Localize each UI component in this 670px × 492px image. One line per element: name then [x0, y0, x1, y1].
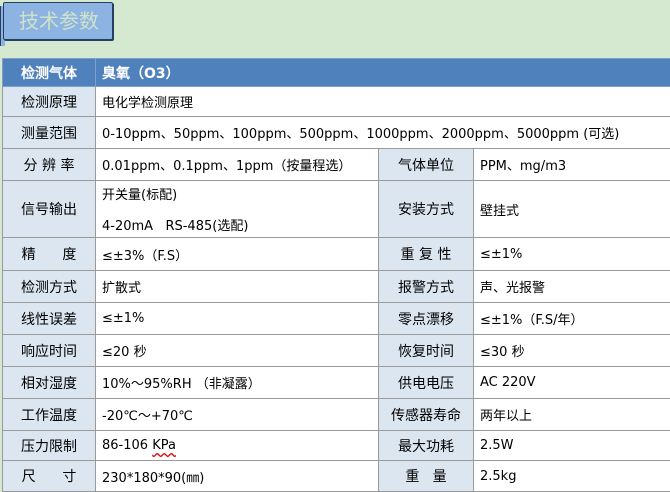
row-label: 分 辨 率: [3, 149, 96, 181]
row-value: 86-106 KPa: [96, 431, 379, 461]
header-value: 臭氧（O3）: [96, 59, 670, 87]
row-value-2: 壁挂式: [474, 181, 670, 238]
pressure-unit: KPa: [152, 438, 176, 453]
row-value: 0-10ppm、50ppm、100ppm、500ppm、1000ppm、2000…: [96, 117, 670, 149]
table-row: 压力限制 86-106 KPa 最大功耗 2.5W: [3, 431, 670, 461]
row-label-2: 安装方式: [379, 181, 474, 238]
row-label-2: 重 复 性: [379, 238, 474, 271]
row-label-2: 最大功耗: [379, 431, 474, 461]
row-label: 测量范围: [3, 117, 96, 149]
row-label: 精 度: [3, 238, 96, 271]
row-label: 响应时间: [3, 335, 96, 367]
row-value: 230*180*90(㎜): [96, 461, 379, 492]
row-value: 0.01ppm、0.1ppm、1ppm（按量程选）: [96, 149, 379, 181]
row-value: 开关量(标配) 4-20mA RS-485(选配): [96, 181, 379, 238]
signal-line-1: 开关量(标配): [102, 184, 378, 203]
row-label: 相对湿度: [3, 367, 96, 399]
row-value-2: AC 220V: [474, 367, 670, 399]
row-label: 线性误差: [3, 303, 96, 335]
table-row: 测量范围 0-10ppm、50ppm、100ppm、500ppm、1000ppm…: [3, 117, 670, 149]
table-row: 尺 寸 230*180*90(㎜) 重 量 2.5kg: [3, 461, 670, 492]
table-row: 工作温度 -20℃～+70℃ 传感器寿命 两年以上: [3, 399, 670, 431]
table-row: 线性误差 ≤±1% 零点漂移 ≤±1%（F.S/年）: [3, 303, 670, 335]
row-label: 工作温度: [3, 399, 96, 431]
section-banner: 技术参数: [3, 2, 113, 40]
signal-line-2: 4-20mA RS-485(选配): [102, 215, 378, 234]
row-label: 尺 寸: [3, 461, 96, 492]
row-label: 压力限制: [3, 431, 96, 461]
row-label: 检测方式: [3, 271, 96, 303]
row-label-2: 供电电压: [379, 367, 474, 399]
row-label-2: 气体单位: [379, 149, 474, 181]
row-label-2: 恢复时间: [379, 335, 474, 367]
row-value: -20℃～+70℃: [96, 399, 379, 431]
table-row: 分 辨 率 0.01ppm、0.1ppm、1ppm（按量程选） 气体单位 PPM…: [3, 149, 670, 181]
row-label-2: 零点漂移: [379, 303, 474, 335]
table-row: 信号输出 开关量(标配) 4-20mA RS-485(选配) 安装方式 壁挂式: [3, 181, 670, 238]
row-value: 10%～95%RH （非凝露）: [96, 367, 379, 399]
row-label-2: 重 量: [379, 461, 474, 492]
row-value: ≤20 秒: [96, 335, 379, 367]
row-value-2: 2.5W: [474, 431, 670, 461]
spec-table: 检测气体 臭氧（O3） 检测原理 电化学检测原理 测量范围 0-10ppm、50…: [2, 58, 670, 492]
row-value: ≤±3%（F.S）: [96, 238, 379, 271]
row-label-2: 传感器寿命: [379, 399, 474, 431]
table-header-row: 检测气体 臭氧（O3）: [3, 59, 670, 87]
row-value-2: 2.5kg: [474, 461, 670, 492]
pressure-range: 86-106: [102, 438, 152, 453]
row-value: 电化学检测原理: [96, 87, 670, 117]
row-label: 信号输出: [3, 181, 96, 238]
row-value-2: 声、光报警: [474, 271, 670, 303]
table-row: 响应时间 ≤20 秒 恢复时间 ≤30 秒: [3, 335, 670, 367]
table-row: 相对湿度 10%～95%RH （非凝露） 供电电压 AC 220V: [3, 367, 670, 399]
table-row: 检测原理 电化学检测原理: [3, 87, 670, 117]
row-value-2: ≤±1%: [474, 238, 670, 271]
row-value-2: ≤30 秒: [474, 335, 670, 367]
row-value-2: 两年以上: [474, 399, 670, 431]
row-label-2: 报警方式: [379, 271, 474, 303]
row-value: ≤±1%: [96, 303, 379, 335]
header-label: 检测气体: [3, 59, 96, 87]
row-label: 检测原理: [3, 87, 96, 117]
row-value-2: ≤±1%（F.S/年）: [474, 303, 670, 335]
row-value-2: PPM、mg/m3: [474, 149, 670, 181]
row-value: 扩散式: [96, 271, 379, 303]
table-row: 检测方式 扩散式 报警方式 声、光报警: [3, 271, 670, 303]
table-row: 精 度 ≤±3%（F.S） 重 复 性 ≤±1%: [3, 238, 670, 271]
